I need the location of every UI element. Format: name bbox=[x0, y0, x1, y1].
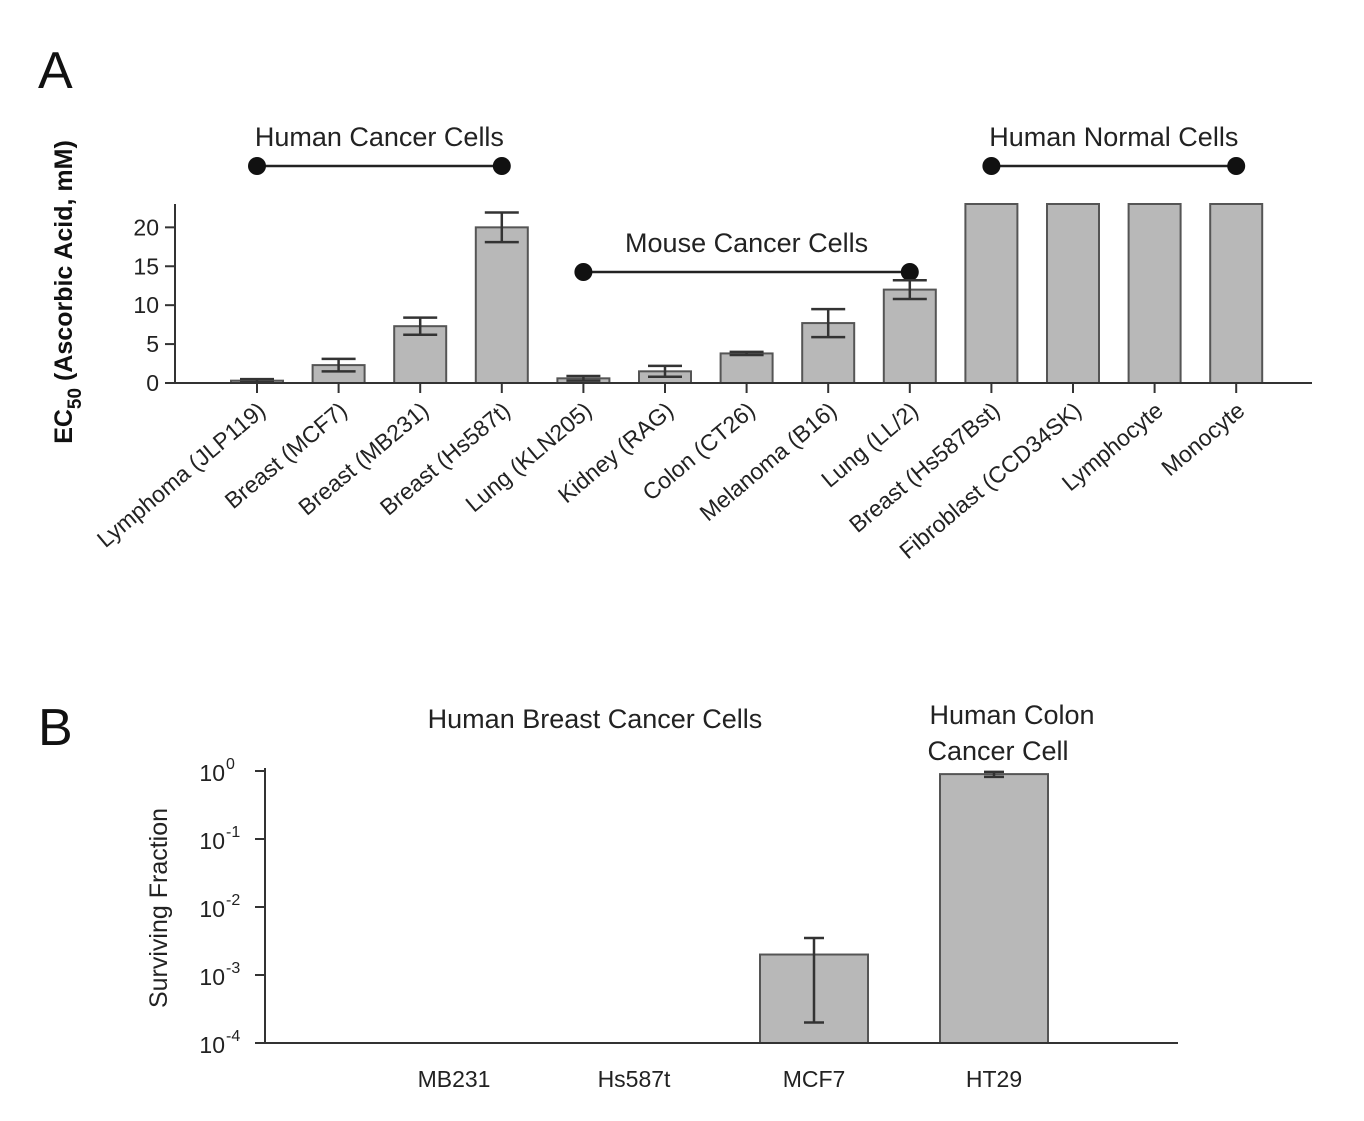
group-label-1: Mouse Cancer Cells bbox=[625, 228, 868, 258]
bar-a-11 bbox=[1127, 203, 1182, 384]
annotation-colon-line2: Cancer Cell bbox=[927, 736, 1068, 766]
y-tick-label-b-1: 10 bbox=[199, 964, 225, 990]
y-ticks-a: 0 5 10 15 20 bbox=[133, 214, 175, 396]
group-bracket-dot-start-0 bbox=[248, 157, 266, 175]
group-label-2: Human Normal Cells bbox=[989, 122, 1238, 152]
group-bracket-dot-start-2 bbox=[982, 157, 1001, 175]
y-tick-label-a-2: 10 bbox=[133, 292, 159, 318]
bars-a bbox=[230, 203, 1264, 385]
bar-b-3 bbox=[939, 773, 1049, 1044]
group-bracket-dot-end-0 bbox=[492, 157, 511, 175]
y-tick-exponent-b-1: -3 bbox=[226, 960, 240, 977]
y-tick-exponent-b-2: -2 bbox=[226, 892, 240, 909]
x-tick-label-a-12: Monocyte bbox=[1156, 397, 1249, 481]
y-axis-label-b: Surviving Fraction bbox=[145, 808, 173, 1008]
x-tick-label-b-3: HT29 bbox=[966, 1066, 1022, 1092]
y-tick-label-a-1: 5 bbox=[146, 331, 159, 357]
y-tick-exponent-b-4: 0 bbox=[226, 756, 235, 773]
y-tick-label-a-3: 15 bbox=[133, 253, 159, 279]
chart-title-b: Human Breast Cancer Cells bbox=[428, 704, 763, 734]
group-bracket-dot-start-1 bbox=[574, 263, 593, 281]
bar-a-6 bbox=[719, 352, 774, 384]
y-tick-label-b-0: 10 bbox=[199, 1032, 225, 1058]
group-brackets-a: Human Cancer Cells Mouse Cancer Cells Huma… bbox=[248, 122, 1246, 281]
y-tick-label-b-4: 10 bbox=[199, 760, 225, 786]
group-label-0: Human Cancer Cells bbox=[255, 122, 504, 152]
panel-label-b: B bbox=[38, 699, 73, 757]
bar-a-10 bbox=[1046, 203, 1100, 384]
bar-a-9 bbox=[964, 203, 1019, 384]
group-bracket-dot-end-2 bbox=[1227, 157, 1246, 175]
y-tick-label-a-0: 0 bbox=[146, 370, 159, 396]
y-tick-label-a-4: 20 bbox=[133, 214, 159, 240]
x-ticks-a: Lymphoma (JLP119)Breast (MCF7)Breast (MB… bbox=[92, 383, 1249, 564]
y-tick-exponent-b-0: -4 bbox=[226, 1028, 240, 1045]
x-tick-label-b-0: MB231 bbox=[418, 1066, 491, 1092]
x-tick-label-a-7: Melanoma (B16) bbox=[694, 397, 841, 526]
bars-b bbox=[759, 770, 1049, 1045]
y-tick-label-b-3: 10 bbox=[199, 828, 225, 854]
x-tick-label-b-1: Hs587t bbox=[598, 1066, 671, 1092]
bar-a-12 bbox=[1209, 203, 1264, 384]
y-axis-label-a: EC50 (Ascorbic Acid, mM) bbox=[50, 140, 86, 444]
annotation-colon-line1: Human Colon bbox=[929, 700, 1094, 730]
y-tick-label-b-2: 10 bbox=[199, 896, 225, 922]
x-tick-label-a-9: Breast (Hs587Bst) bbox=[844, 397, 1005, 538]
y-tick-exponent-b-3: -1 bbox=[226, 824, 240, 841]
panel-label-a: A bbox=[38, 42, 73, 100]
group-bracket-dot-end-1 bbox=[900, 263, 919, 281]
x-tick-label-b-2: MCF7 bbox=[783, 1066, 846, 1092]
bar-a-3 bbox=[474, 226, 529, 384]
bar-a-8 bbox=[882, 288, 937, 385]
x-ticks-b: MB231 Hs587t MCF7 HT29 bbox=[418, 1066, 1023, 1092]
